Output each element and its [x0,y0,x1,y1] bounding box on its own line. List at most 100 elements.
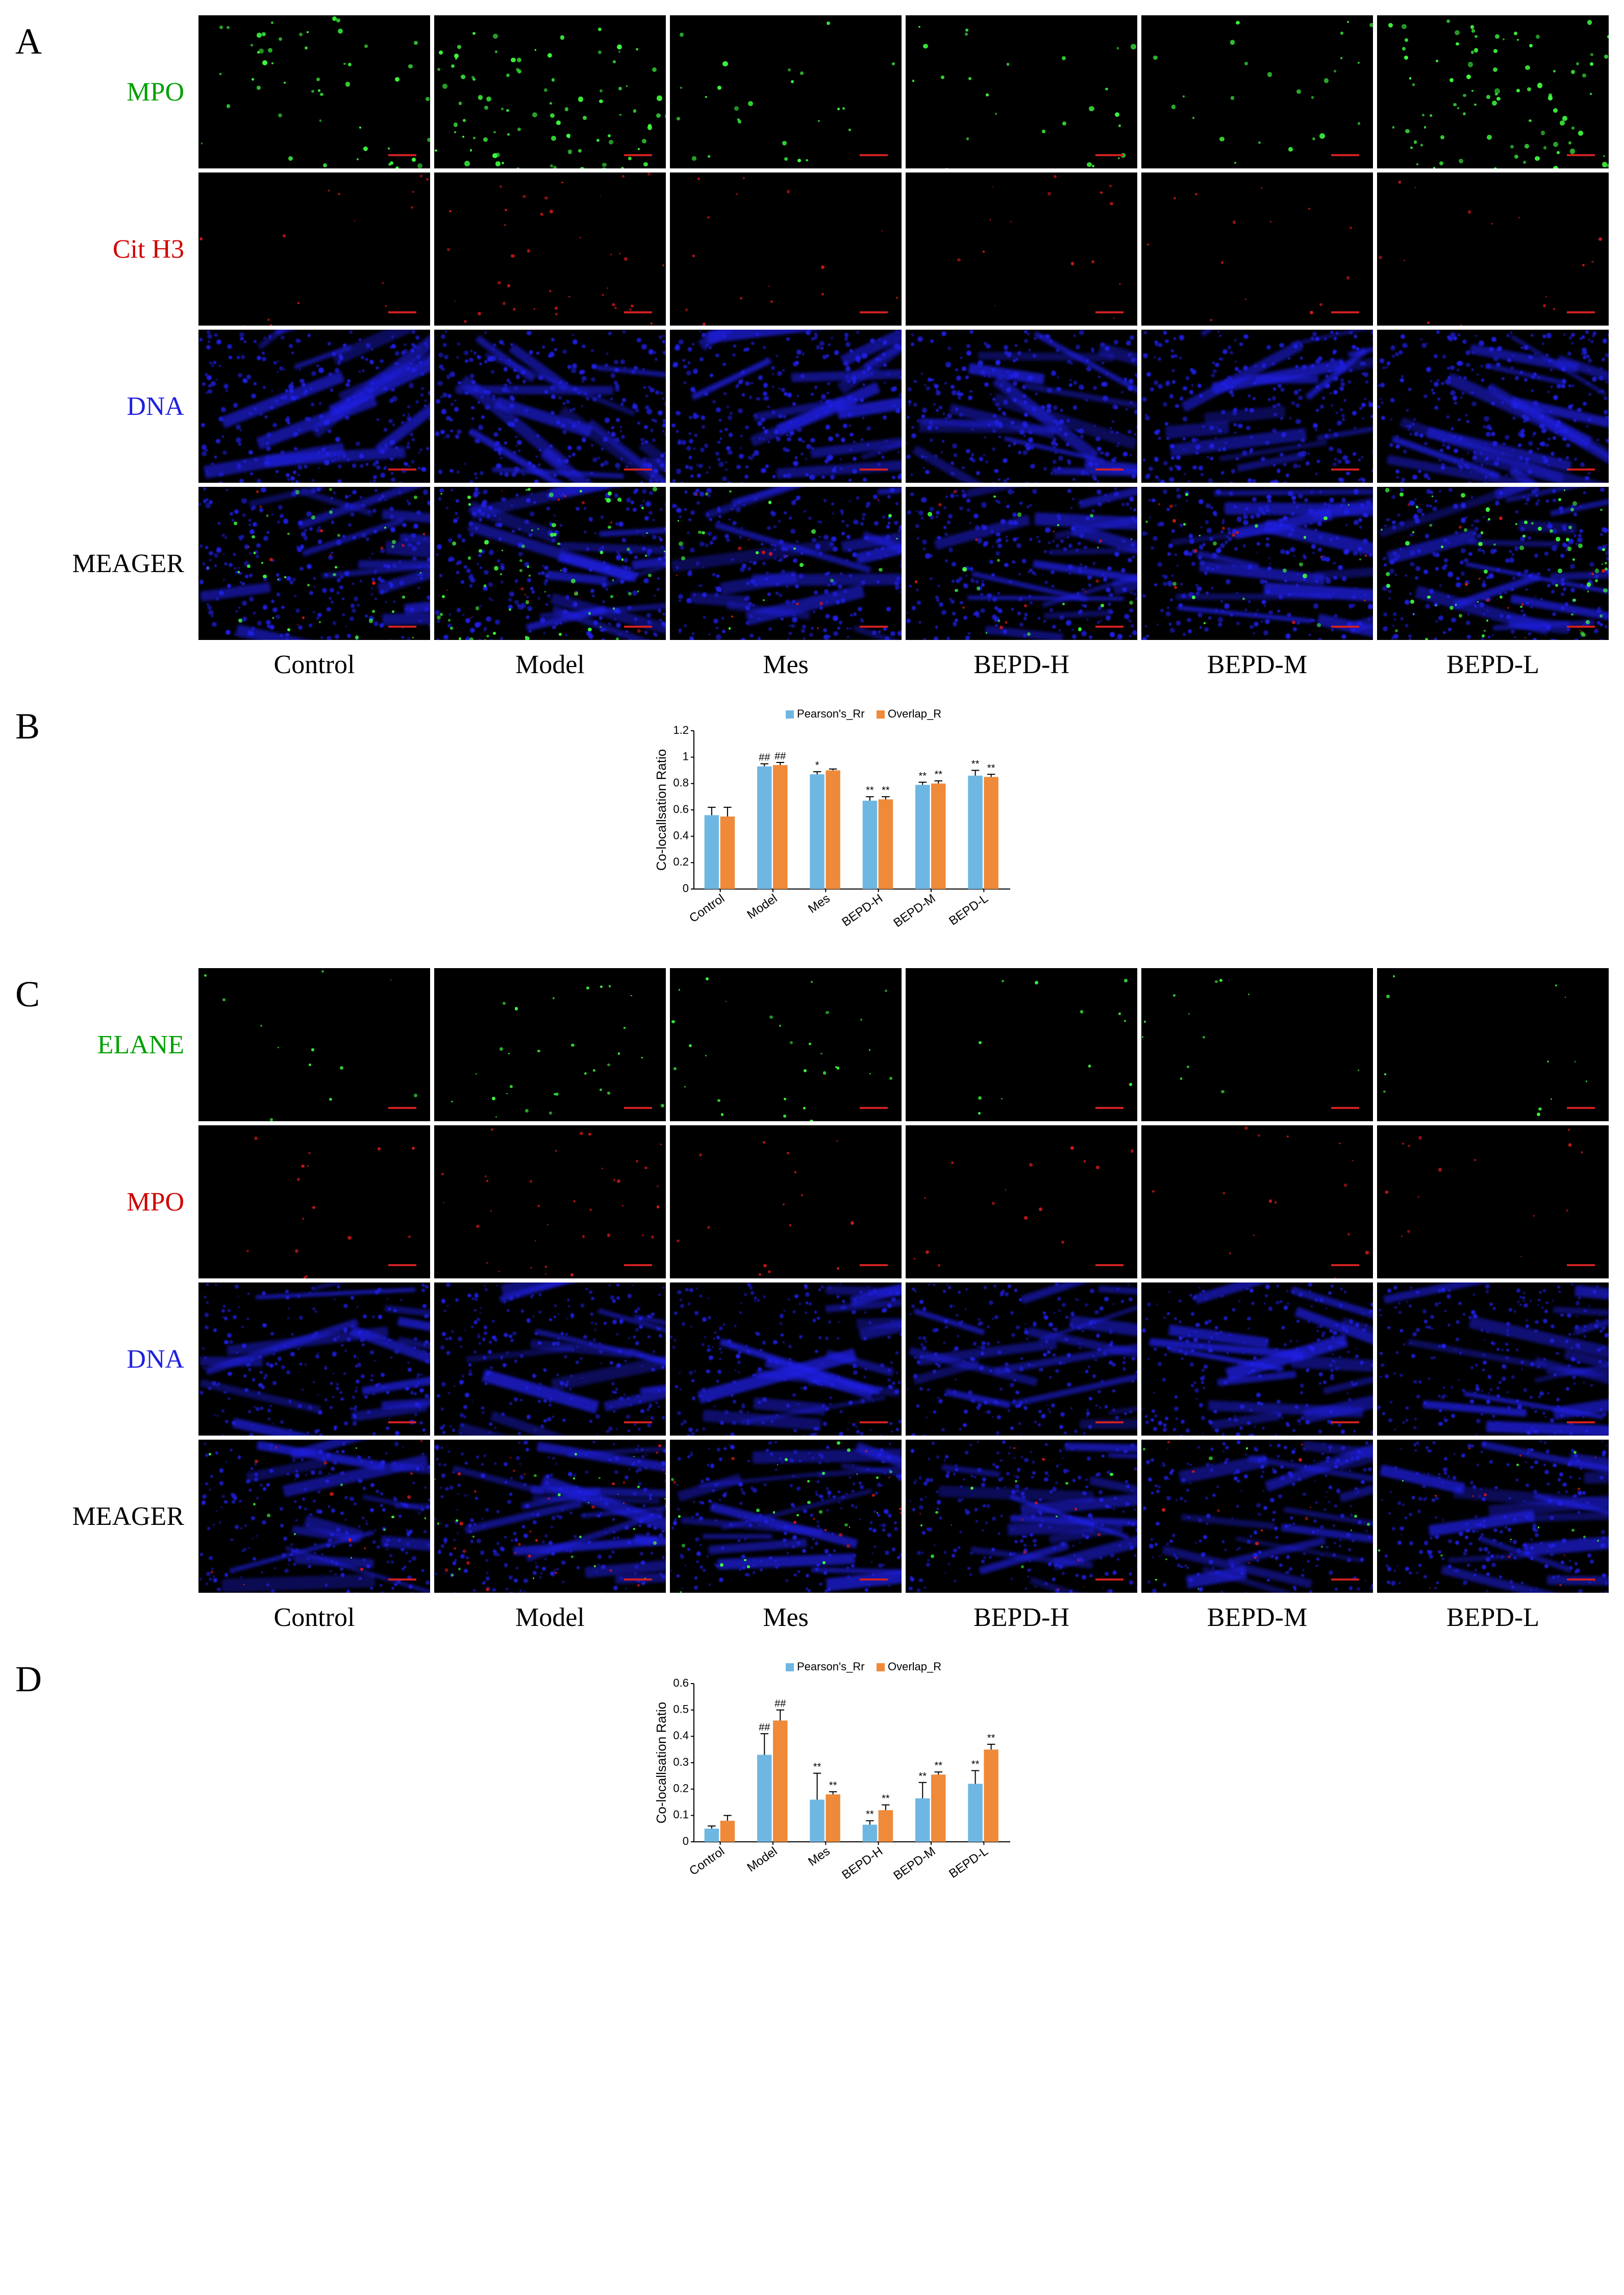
chart-bar [720,817,735,889]
svg-text:**: ** [813,1762,821,1773]
chart-wrap-b: 00.20.40.60.811.2Co-locallsation RatioCo… [65,700,1609,948]
svg-text:0.2: 0.2 [673,855,689,868]
micrograph [434,172,666,326]
micrograph [198,330,430,483]
bar-chart-svg: 00.10.20.30.40.50.6Co-locallsation Ratio… [653,1653,1020,1898]
chart-bar [826,771,840,890]
micrograph [1377,1282,1609,1436]
chart-bar [863,1824,878,1842]
svg-text:**: ** [934,1760,942,1771]
scale-bar [1331,626,1359,628]
micrograph [1141,1125,1373,1278]
svg-text:Co-locallsation Ratio: Co-locallsation Ratio [654,749,669,871]
micrograph-row-label: ELANE [62,968,194,1121]
svg-text:**: ** [866,1809,874,1820]
micrograph [1141,172,1373,326]
scale-bar [624,468,652,471]
svg-text:**: ** [829,1780,837,1791]
svg-text:*: * [815,760,819,771]
micrograph [1141,1440,1373,1593]
svg-text:BEPD-M: BEPD-M [891,1844,938,1883]
scale-bar [1567,311,1594,313]
svg-text:**: ** [918,771,927,782]
micrograph [434,330,666,483]
svg-text:0.1: 0.1 [673,1808,689,1821]
panel-letter-b: B [15,700,65,748]
scale-bar [1095,311,1123,313]
legend-label: Overlap_R [888,707,941,720]
micrograph [434,1282,666,1436]
legend-swatch [877,1663,885,1671]
micrograph [1141,1282,1373,1436]
chart-bar [968,1784,983,1842]
scale-bar [624,1264,652,1266]
micrograph [906,968,1137,1121]
scale-bar [1567,154,1594,156]
micrograph-column-label: Mes [670,645,902,680]
svg-text:**: ** [882,785,890,796]
svg-text:1.2: 1.2 [673,724,689,736]
micrograph [906,15,1137,168]
chart-bar [705,815,719,889]
micrograph-column-label: Control [198,1597,430,1633]
scale-bar [1331,1107,1359,1109]
micrograph-row-label: DNA [62,330,194,483]
micrograph [670,172,902,326]
bar-chart-d: 00.10.20.30.40.50.6Co-locallsation Ratio… [653,1653,1020,1901]
chart-bar [705,1829,719,1842]
scale-bar [1095,468,1123,471]
micrograph [1377,172,1609,326]
chart-bar [826,1794,840,1842]
scale-bar [1567,1264,1594,1266]
svg-text:##: ## [774,1698,786,1710]
chart-bar [968,776,983,889]
micrograph [434,487,666,640]
svg-text:0.6: 0.6 [673,803,689,816]
scale-bar [860,1107,887,1109]
chart-bar [863,801,878,889]
svg-text:##: ## [774,751,786,762]
scale-bar [1567,626,1594,628]
micrograph [906,1440,1137,1593]
micrograph [670,330,902,483]
micrograph-row-label: MEAGER [62,1440,194,1593]
scale-bar [624,311,652,313]
chart-wrap-d: 00.10.20.30.40.50.6Co-locallsation Ratio… [65,1653,1609,1901]
micrograph [1377,1440,1609,1593]
scale-bar [1567,468,1594,471]
micrograph-column-label: BEPD-H [906,1597,1137,1633]
svg-text:Control: Control [687,892,727,925]
micrograph [670,968,902,1121]
svg-text:##: ## [759,1722,770,1733]
svg-text:##: ## [759,752,770,763]
svg-text:Mes: Mes [806,1844,833,1869]
chart-bar [931,1774,946,1842]
scale-bar [860,626,887,628]
svg-text:0.4: 0.4 [673,1729,689,1742]
panel-a: A MPOCit H3DNAMEAGERControlModelMesBEPD-… [15,15,1609,680]
micrograph-column-label: BEPD-L [1377,645,1609,680]
chart-bar [810,1799,825,1842]
scale-bar [1567,1107,1594,1109]
legend-label: Pearson's_Rr [797,1660,865,1673]
legend-label: Pearson's_Rr [797,707,865,720]
scale-bar [624,1421,652,1423]
svg-text:0.2: 0.2 [673,1782,689,1794]
micrograph-column-label: Control [198,645,430,680]
svg-text:**: ** [918,1771,927,1782]
chart-bar [915,785,930,889]
panel-d: D 00.10.20.30.40.50.6Co-locallsation Rat… [15,1653,1609,1901]
chart-bar [757,1755,772,1842]
scale-bar [388,626,416,628]
micrograph-column-label: BEPD-H [906,645,1137,680]
micrograph-column-label: Model [434,1597,666,1633]
chart-bar [773,765,788,889]
micrograph [1141,968,1373,1121]
chart-bar [931,783,946,889]
micrograph-column-label: Mes [670,1597,902,1633]
scale-bar [860,1264,887,1266]
chart-bar [915,1798,930,1842]
micrograph [1377,15,1609,168]
legend-swatch [877,710,885,719]
micrograph-grid-a: MPOCit H3DNAMEAGERControlModelMesBEPD-HB… [62,15,1609,680]
